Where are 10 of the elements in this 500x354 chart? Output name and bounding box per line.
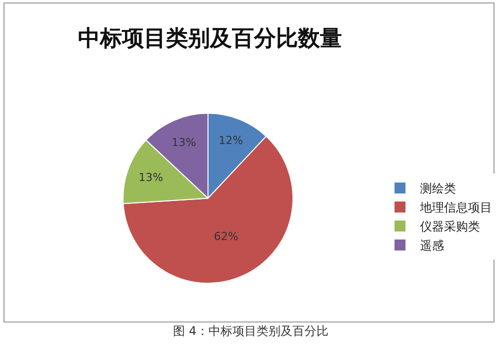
data-label: 12% (218, 134, 244, 147)
legend-label: 仪器采购类 (420, 220, 480, 234)
caption: 图 4：中标项目类别及百分比 (173, 324, 328, 338)
data-label: 13% (172, 136, 196, 149)
legend-label: 地理信息项目 (419, 200, 492, 215)
legend-label: 测绘类 (420, 182, 456, 196)
data-label: 13% (138, 171, 164, 184)
data-label: 62% (214, 230, 238, 244)
chart-title: 中标项目类别及百分比数量 (78, 26, 342, 52)
legend-label: 遥感 (420, 238, 444, 253)
